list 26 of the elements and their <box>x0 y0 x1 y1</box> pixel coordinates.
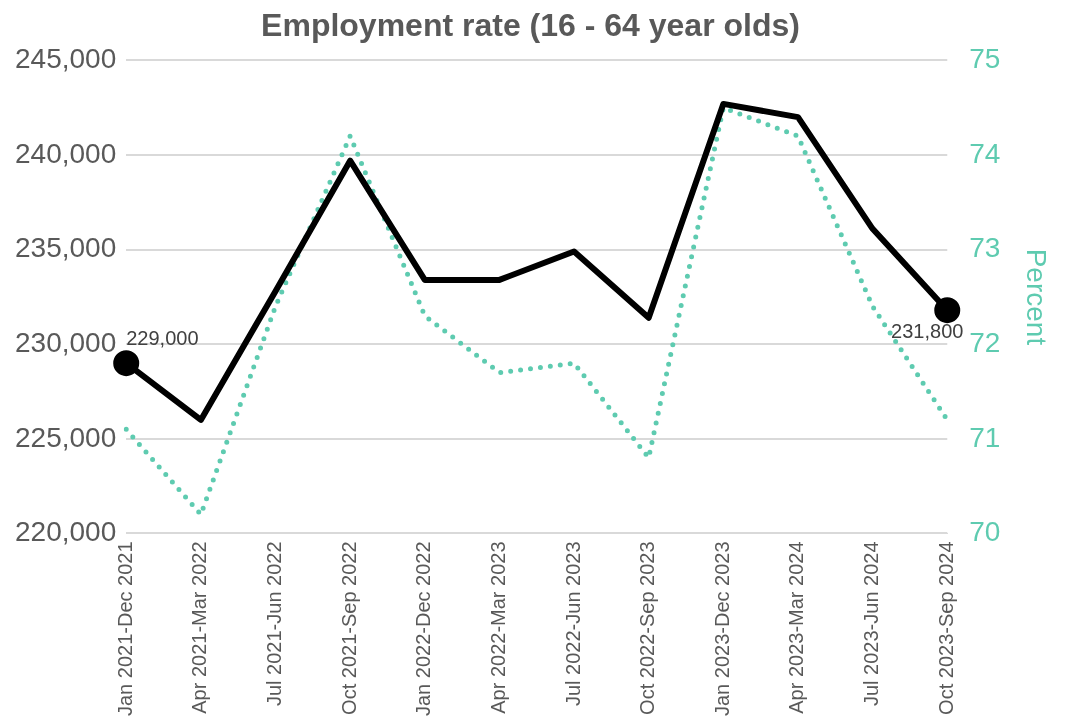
y-tick-label: 235,000 <box>14 232 117 264</box>
data-label: 229,000 <box>126 326 199 349</box>
y-tick-label: 240,000 <box>14 137 117 169</box>
y2-tick-label: 70 <box>969 516 1001 548</box>
y2-tick-label: 72 <box>969 326 1001 358</box>
x-tick-label: Oct 2023-Sep 2024 <box>934 541 957 715</box>
x-tick-label: Jan 2022-Dec 2022 <box>412 541 435 717</box>
x-tick-label: Oct 2021-Sep 2022 <box>337 541 360 715</box>
x-tick-label: Jul 2023-Jun 2024 <box>860 541 883 707</box>
y2-tick-label: 74 <box>969 137 1001 169</box>
y2-tick-label: 71 <box>969 421 1001 453</box>
y2-tick-label: 75 <box>969 43 1001 75</box>
x-tick-label: Apr 2023-Mar 2024 <box>785 541 808 714</box>
chart-title: Employment rate (16 - 64 year olds) <box>261 7 800 44</box>
y2-tick-label: 73 <box>969 232 1001 264</box>
x-tick-label: Apr 2021-Mar 2022 <box>188 541 211 714</box>
data-label: 231,800 <box>891 319 964 342</box>
y2-axis-title: Percent <box>1021 248 1053 346</box>
x-tick-label: Jul 2022-Jun 2023 <box>561 541 584 707</box>
y-tick-label: 230,000 <box>14 326 117 358</box>
x-tick-label: Jul 2021-Jun 2022 <box>263 541 286 707</box>
x-tick-label: Apr 2022-Mar 2023 <box>486 541 509 714</box>
x-tick-label: Oct 2022-Sep 2023 <box>636 541 659 715</box>
y-tick-label: 245,000 <box>14 43 117 75</box>
x-tick-label: Jan 2023-Dec 2023 <box>710 541 733 717</box>
y-tick-label: 225,000 <box>14 421 117 453</box>
